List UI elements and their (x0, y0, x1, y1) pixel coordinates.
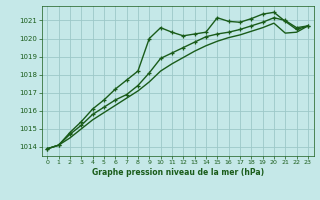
X-axis label: Graphe pression niveau de la mer (hPa): Graphe pression niveau de la mer (hPa) (92, 168, 264, 177)
